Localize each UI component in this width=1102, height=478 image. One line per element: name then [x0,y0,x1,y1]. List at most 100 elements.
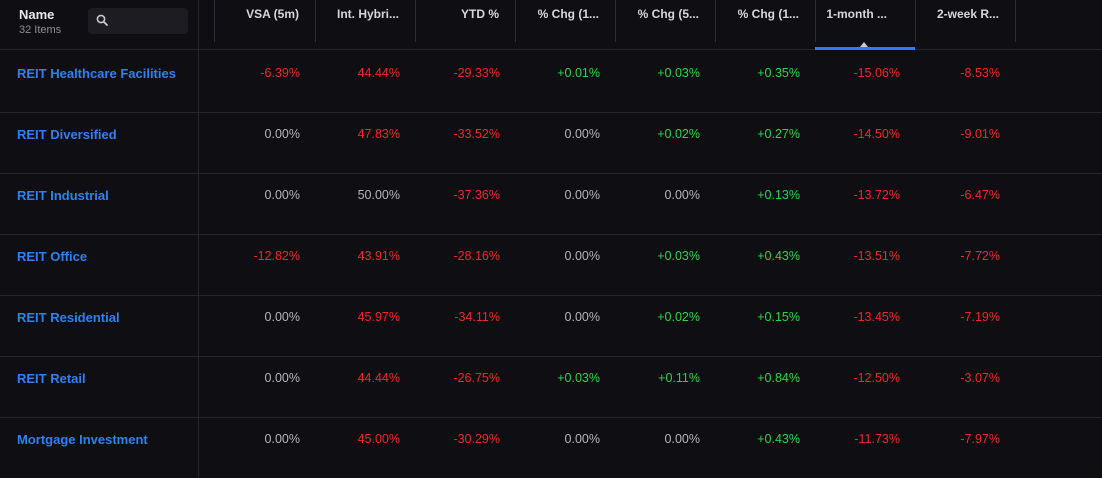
table-cell: -30.29% [453,432,500,446]
column-divider[interactable] [1015,0,1016,42]
table-row[interactable]: REIT Healthcare Facilities -6.39% 44.44% -2… [0,52,1102,113]
table-cell: +0.13% [757,188,800,202]
table-cell: 50.00% [357,188,400,202]
column-divider[interactable] [615,0,616,42]
table-cell: +0.03% [657,66,700,80]
table-cell: +0.43% [757,432,800,446]
table-cell: +0.11% [658,371,700,385]
table-cell: +0.27% [757,127,800,141]
table-cell: -3.07% [960,371,1000,385]
table-cell: 43.91% [357,249,400,263]
table-cell: 0.00% [564,432,600,446]
column-header-label: % Chg (5... [637,7,699,21]
table-cell: 0.00% [664,432,700,446]
column-header-int-hybrid[interactable]: Int. Hybri... [315,0,415,50]
table-cell: -9.01% [960,127,1000,141]
table-cell: 44.44% [357,371,400,385]
column-header-chg-1-b[interactable]: % Chg (1... [715,0,815,50]
table-cell: 0.00% [664,188,700,202]
table-cell: 0.00% [264,310,300,324]
search-input[interactable] [88,8,188,34]
column-divider[interactable] [214,0,215,42]
column-divider[interactable] [315,0,316,42]
table-cell: -6.47% [960,188,1000,202]
column-divider[interactable] [415,0,416,42]
table-cell: +0.03% [657,249,700,263]
column-header-label: Int. Hybri... [336,7,399,21]
sort-ascending-icon [860,42,868,47]
table-cell: -37.36% [453,188,500,202]
table-cell: 45.00% [357,432,400,446]
table-row[interactable]: REIT Diversified 0.00% 47.83% -33.52% 0.00% +… [0,113,1102,174]
row-name-link[interactable]: REIT Healthcare Facilities [17,66,176,81]
table-cell: -13.45% [853,310,900,324]
name-column-header[interactable]: Name 32 Items [0,0,198,50]
table-cell: -13.72% [853,188,900,202]
column-divider[interactable] [915,0,916,42]
table-cell: +0.15% [757,310,800,324]
table-cell: -26.75% [453,371,500,385]
sort-indicator [815,47,915,50]
table-row[interactable]: REIT Office -12.82% 43.91% -28.16% 0.00% +0.0… [0,235,1102,296]
table-cell: 45.97% [357,310,400,324]
column-header-vsa[interactable]: VSA (5m) [215,0,315,50]
table-cell: -12.82% [253,249,300,263]
table-row[interactable]: Mortgage Investment 0.00% 45.00% -30.29% 0.0… [0,418,1102,478]
column-header-label: VSA (5m) [246,7,299,21]
column-header-chg-1[interactable]: % Chg (1... [515,0,615,50]
table-cell: -8.53% [960,66,1000,80]
table-cell: -7.72% [960,249,1000,263]
column-divider[interactable] [715,0,716,42]
row-name-link[interactable]: Mortgage Investment [17,432,148,447]
table-row[interactable]: REIT Retail 0.00% 44.44% -26.75% +0.03% +0.11… [0,357,1102,418]
table-cell: -28.16% [453,249,500,263]
row-name-link[interactable]: REIT Retail [17,371,86,386]
table-cell: -33.52% [453,127,500,141]
table-cell: -29.33% [453,66,500,80]
grid-header: Name 32 Items VSA (5m) Int. Hybri... YTD… [0,0,1102,50]
table-cell: +0.03% [557,371,600,385]
table-row[interactable]: REIT Residential 0.00% 45.97% -34.11% 0.00% +… [0,296,1102,357]
table-cell: -12.50% [853,371,900,385]
table-cell: 0.00% [564,127,600,141]
row-name-link[interactable]: REIT Industrial [17,188,109,203]
table-cell: 0.00% [264,127,300,141]
column-header-label: % Chg (1... [537,7,599,21]
row-name-link[interactable]: REIT Diversified [17,127,117,142]
table-cell: -7.97% [960,432,1000,446]
column-header-label: 2-week R... [936,7,999,21]
column-header-ytd[interactable]: YTD % [415,0,515,50]
table-cell: 0.00% [264,188,300,202]
table-cell: -11.73% [854,432,900,446]
table-cell: +0.84% [757,371,800,385]
item-count: 32 Items [19,24,62,36]
column-header-chg-5[interactable]: % Chg (5... [615,0,715,50]
table-row[interactable]: REIT Industrial 0.00% 50.00% -37.36% 0.00% 0.… [0,174,1102,235]
column-header-2-week[interactable]: 2-week R... [915,0,1015,50]
search-icon [96,14,108,26]
table-cell: +0.35% [757,66,800,80]
table-cell: +0.02% [657,310,700,324]
table-cell: -7.19% [960,310,1000,324]
table-cell: 0.00% [564,249,600,263]
row-name-link[interactable]: REIT Residential [17,310,120,325]
table-cell: 0.00% [564,310,600,324]
row-name-link[interactable]: REIT Office [17,249,88,264]
table-cell: 44.44% [357,66,400,80]
table-cell: -13.51% [853,249,900,263]
table-cell: +0.02% [657,127,700,141]
frozen-column-divider [198,0,199,478]
column-header-label: YTD % [460,7,499,21]
table-cell: 47.83% [357,127,400,141]
table-cell: 0.00% [264,371,300,385]
column-header-1-month[interactable]: 1-month ... [815,0,915,50]
table-cell: -15.06% [853,66,900,80]
table-cell: 0.00% [564,188,600,202]
table-cell: +0.01% [557,66,600,80]
column-divider[interactable] [515,0,516,42]
column-divider[interactable] [815,0,816,42]
table-cell: +0.43% [757,249,800,263]
name-column-title[interactable]: Name [19,7,55,22]
table-cell: -6.39% [260,66,300,80]
